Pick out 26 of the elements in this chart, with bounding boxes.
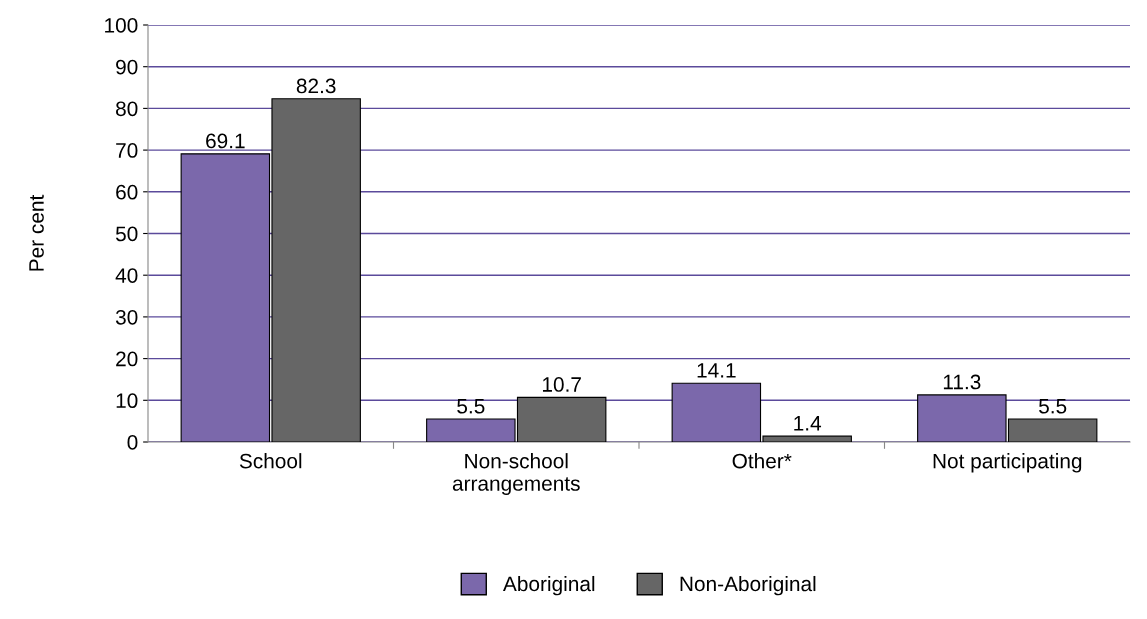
- legend-label: Non-Aboriginal: [680, 575, 816, 596]
- y-tick-label: 20: [116, 351, 138, 367]
- y-tick-label: 80: [116, 101, 138, 117]
- y-tick-label: 40: [115, 268, 138, 283]
- y-tick-label: 70: [116, 143, 138, 158]
- y-tick-label: 100: [105, 18, 138, 33]
- y-tick-label: 60: [116, 184, 138, 200]
- data-label: 82.3: [296, 78, 336, 94]
- y-axis-title: Per cent: [29, 194, 44, 271]
- x-tick-label: Other*: [732, 453, 792, 469]
- data-label: 14.1: [697, 363, 736, 378]
- x-tick-label: School: [239, 453, 302, 469]
- y-tick-label: 10: [116, 393, 138, 409]
- data-label: 10.7: [542, 377, 581, 392]
- data-label: 1.4: [794, 416, 822, 431]
- y-tick-label: 90: [116, 59, 138, 75]
- data-label: 5.5: [457, 399, 485, 414]
- data-label: 5.5: [1039, 399, 1067, 414]
- data-label: 69.1: [206, 133, 245, 149]
- legend-label: Aboriginal: [502, 575, 595, 596]
- y-tick-label: 50: [115, 226, 138, 242]
- x-tick-label: Non-school arrangements: [452, 453, 580, 495]
- y-tick-label: 0: [127, 435, 138, 450]
- x-tick-label: Not participating: [933, 453, 1082, 473]
- data-label: 11.3: [943, 374, 981, 390]
- y-tick-label: 30: [115, 309, 138, 325]
